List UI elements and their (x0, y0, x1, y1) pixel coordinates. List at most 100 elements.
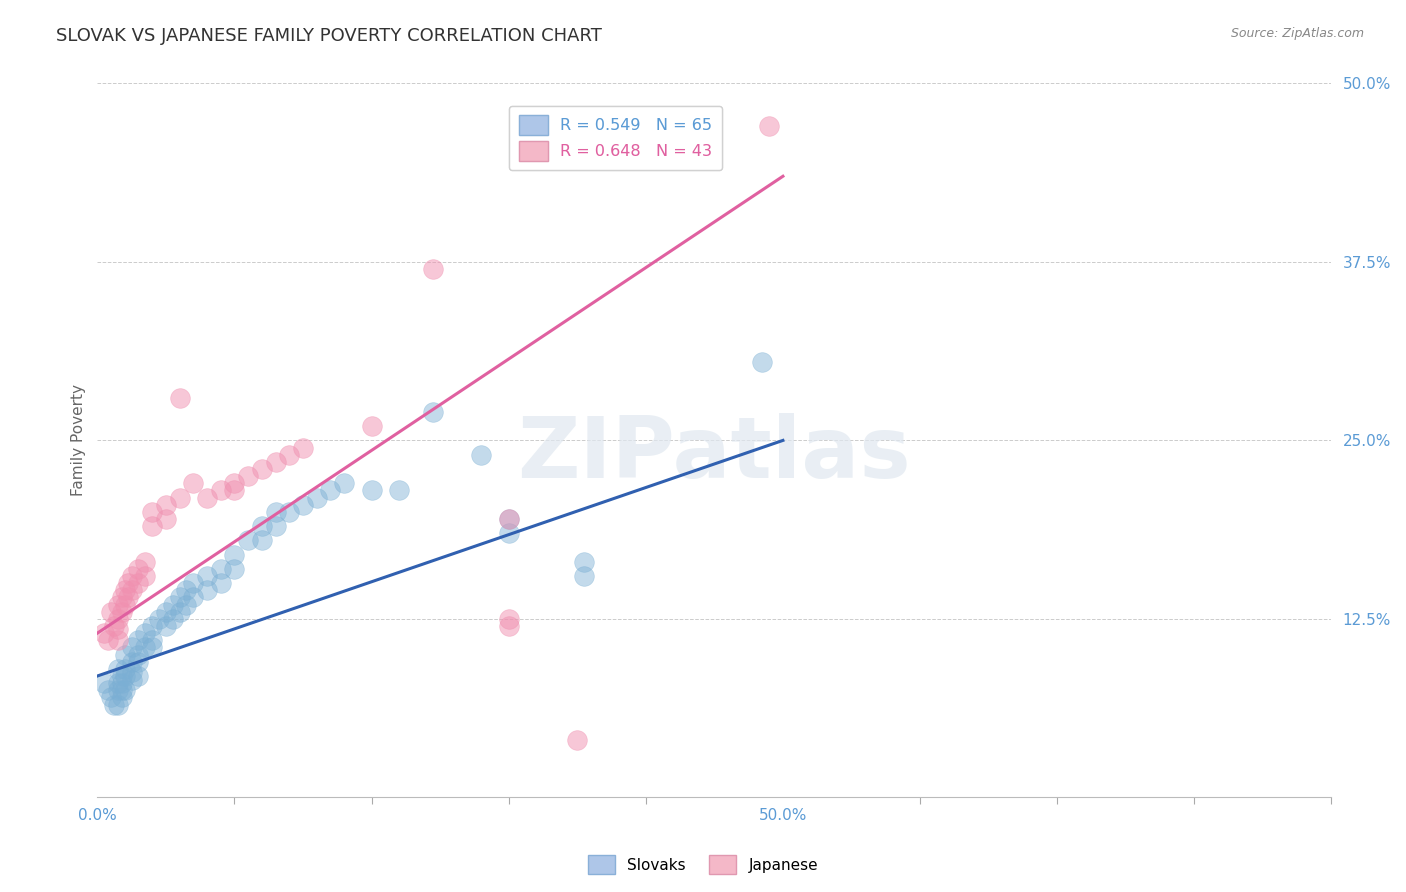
Point (224, 483, 246, 498)
Point (169, 491, 191, 505)
Point (141, 640, 163, 655)
Point (209, 483, 232, 498)
Point (155, 619, 177, 633)
Text: ZIPatlas: ZIPatlas (517, 413, 911, 496)
Point (121, 640, 143, 655)
Point (292, 498, 315, 512)
Point (264, 505, 287, 519)
Point (127, 562, 149, 576)
Point (195, 491, 218, 505)
Point (141, 505, 163, 519)
Point (162, 598, 184, 612)
Point (121, 665, 143, 679)
Point (134, 640, 156, 655)
Point (278, 448, 301, 462)
Point (141, 519, 163, 533)
Point (114, 662, 136, 676)
Point (93, 626, 115, 640)
Point (224, 562, 246, 576)
Point (114, 583, 136, 598)
Point (97, 633, 120, 648)
Point (93, 676, 115, 690)
Point (360, 419, 382, 434)
Point (114, 669, 136, 683)
Point (111, 676, 134, 690)
Point (169, 391, 191, 405)
Point (114, 648, 136, 662)
Point (162, 612, 184, 626)
Point (567, 733, 589, 747)
Text: Source: ZipAtlas.com: Source: ZipAtlas.com (1230, 27, 1364, 40)
Point (127, 648, 149, 662)
Point (134, 626, 156, 640)
Point (121, 569, 143, 583)
Point (127, 669, 149, 683)
Point (183, 476, 205, 491)
Point (97, 683, 120, 698)
Point (758, 120, 780, 134)
Point (107, 662, 129, 676)
Point (117, 576, 139, 591)
Point (114, 598, 136, 612)
Point (111, 690, 134, 705)
Point (224, 548, 246, 562)
Point (238, 469, 260, 483)
Point (121, 655, 143, 669)
Point (195, 569, 218, 583)
Point (498, 612, 520, 626)
Point (107, 683, 129, 698)
Point (250, 533, 273, 548)
Point (388, 483, 411, 498)
Point (141, 619, 163, 633)
Point (360, 483, 382, 498)
Point (183, 576, 205, 591)
Point (319, 483, 342, 498)
Point (148, 612, 170, 626)
Point (107, 622, 129, 636)
Point (155, 512, 177, 526)
Point (155, 498, 177, 512)
Text: SLOVAK VS JAPANESE FAMILY POVERTY CORRELATION CHART: SLOVAK VS JAPANESE FAMILY POVERTY CORREL… (56, 27, 602, 45)
Point (103, 698, 125, 712)
Point (107, 633, 129, 648)
Point (107, 612, 129, 626)
Point (100, 690, 122, 705)
Point (107, 676, 129, 690)
Legend: R = 0.549   N = 65, R = 0.648   N = 43: R = 0.549 N = 65, R = 0.648 N = 43 (509, 106, 723, 170)
Point (176, 598, 198, 612)
Point (238, 533, 260, 548)
Point (250, 462, 273, 476)
Point (114, 683, 136, 698)
Point (111, 605, 134, 619)
Point (224, 476, 246, 491)
Point (195, 583, 218, 598)
Legend: Slovaks, Japanese: Slovaks, Japanese (582, 849, 824, 880)
Point (107, 698, 129, 712)
Point (333, 476, 356, 491)
Point (292, 441, 315, 455)
Point (498, 512, 520, 526)
Point (264, 519, 287, 533)
Point (572, 555, 595, 569)
Point (100, 605, 122, 619)
Point (250, 519, 273, 533)
Point (169, 605, 191, 619)
Point (121, 583, 143, 598)
Point (111, 591, 134, 605)
Point (422, 262, 444, 277)
Point (572, 569, 595, 583)
Point (141, 633, 163, 648)
Point (183, 591, 205, 605)
Point (121, 673, 143, 688)
Point (498, 526, 520, 541)
Point (498, 512, 520, 526)
Y-axis label: Family Poverty: Family Poverty (72, 384, 86, 497)
Point (155, 605, 177, 619)
Point (751, 355, 773, 369)
Point (176, 583, 198, 598)
Point (117, 591, 139, 605)
Point (209, 562, 232, 576)
Point (127, 655, 149, 669)
Point (111, 683, 134, 698)
Point (169, 591, 191, 605)
